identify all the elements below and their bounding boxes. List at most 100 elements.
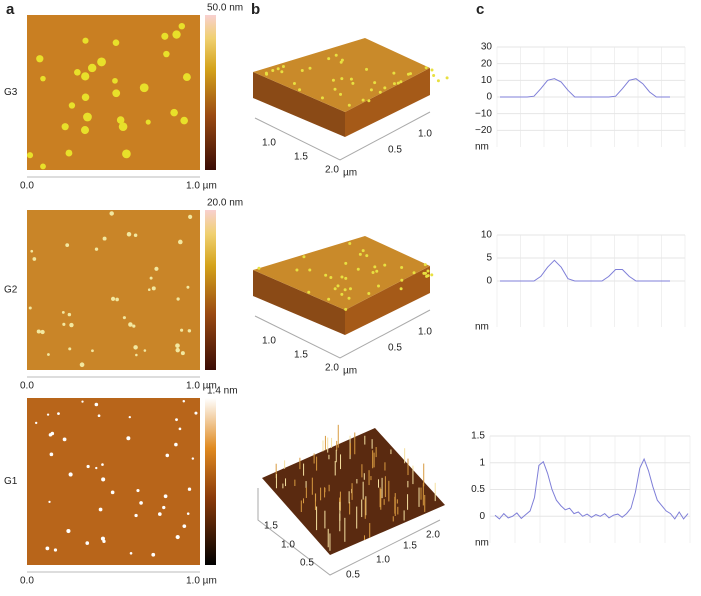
x-end: 1.0 µm bbox=[186, 381, 217, 392]
y-tick-label: 10 bbox=[481, 230, 493, 241]
x-start: 0.0 bbox=[20, 381, 34, 392]
y-tick-label: −10 bbox=[475, 108, 492, 119]
particle bbox=[48, 500, 51, 504]
particle bbox=[61, 123, 69, 131]
particle bbox=[74, 68, 81, 76]
particle bbox=[349, 77, 353, 81]
particle bbox=[371, 271, 375, 275]
particle bbox=[36, 55, 44, 63]
particle bbox=[298, 88, 302, 92]
y-tick-label: 20 bbox=[481, 58, 493, 69]
particle bbox=[147, 288, 151, 292]
particle bbox=[68, 102, 76, 109]
particle bbox=[339, 60, 343, 64]
particle bbox=[163, 50, 170, 58]
data-line bbox=[500, 78, 670, 98]
scale-max: 50.0 nm bbox=[207, 3, 243, 14]
particle bbox=[187, 487, 192, 491]
y-tick-label: 1 bbox=[479, 457, 485, 468]
axis-label: 1.0 bbox=[281, 540, 295, 551]
particle bbox=[91, 349, 94, 353]
particle bbox=[377, 284, 381, 288]
particle bbox=[26, 152, 34, 159]
particle bbox=[265, 72, 269, 76]
x-start: 0.0 bbox=[20, 181, 34, 192]
data-line bbox=[500, 259, 670, 282]
particle bbox=[82, 37, 89, 44]
particle bbox=[178, 22, 186, 30]
particle bbox=[409, 72, 413, 76]
particle bbox=[333, 87, 337, 91]
particle bbox=[378, 90, 382, 94]
particle bbox=[53, 548, 58, 552]
particle bbox=[110, 490, 115, 495]
y-tick-label: 0.5 bbox=[471, 484, 485, 495]
particle bbox=[331, 78, 335, 82]
particle bbox=[48, 433, 53, 437]
particle bbox=[67, 312, 72, 317]
particle bbox=[135, 353, 138, 357]
particle bbox=[327, 297, 331, 301]
particle bbox=[40, 329, 45, 335]
particle bbox=[32, 257, 37, 261]
y-tick-label: −20 bbox=[475, 125, 492, 136]
particle bbox=[62, 437, 67, 442]
particle bbox=[69, 322, 74, 328]
particle bbox=[143, 349, 147, 352]
particle bbox=[149, 276, 153, 280]
particle bbox=[257, 266, 261, 270]
axis-label: 1.0 bbox=[262, 336, 276, 347]
particle bbox=[100, 536, 105, 541]
particle bbox=[151, 552, 156, 557]
particle bbox=[392, 82, 396, 86]
particle bbox=[383, 86, 387, 90]
particle bbox=[97, 414, 101, 418]
particle bbox=[307, 290, 311, 294]
axis-label: 2.0 bbox=[325, 165, 339, 176]
particle bbox=[28, 306, 32, 310]
particle bbox=[133, 345, 138, 350]
particle bbox=[180, 116, 188, 125]
data-line bbox=[494, 457, 689, 520]
particle bbox=[327, 57, 331, 61]
particle bbox=[187, 329, 192, 333]
particle bbox=[161, 32, 169, 40]
particle bbox=[110, 296, 116, 301]
particle bbox=[340, 292, 344, 296]
particle bbox=[348, 242, 352, 246]
particle bbox=[178, 239, 183, 245]
particle bbox=[339, 92, 343, 96]
particle bbox=[432, 73, 436, 77]
particle bbox=[324, 273, 328, 277]
row-label: G1 bbox=[4, 476, 18, 487]
particle bbox=[383, 263, 387, 267]
particle bbox=[165, 453, 170, 458]
axis-label: 1.0 bbox=[262, 138, 276, 149]
particle bbox=[182, 73, 191, 82]
particle bbox=[128, 415, 131, 419]
particle bbox=[158, 512, 162, 516]
panel-label: a bbox=[6, 1, 15, 18]
particle bbox=[344, 307, 348, 311]
particle bbox=[129, 551, 133, 555]
particle bbox=[79, 362, 85, 368]
particle bbox=[83, 112, 92, 122]
particle bbox=[65, 243, 70, 248]
particle bbox=[45, 546, 50, 551]
surface-side bbox=[253, 72, 345, 137]
particle bbox=[34, 421, 38, 425]
surface-side bbox=[345, 266, 430, 335]
axis-label: 0.5 bbox=[388, 145, 402, 156]
particle bbox=[95, 466, 98, 470]
particle bbox=[122, 316, 126, 320]
particle bbox=[66, 528, 71, 534]
particle bbox=[280, 70, 284, 74]
particle bbox=[128, 322, 133, 327]
particle bbox=[295, 268, 299, 272]
particle bbox=[392, 71, 396, 75]
particle bbox=[102, 236, 107, 241]
particle bbox=[361, 249, 365, 253]
surface-side bbox=[345, 68, 430, 137]
colorbar bbox=[205, 398, 216, 565]
